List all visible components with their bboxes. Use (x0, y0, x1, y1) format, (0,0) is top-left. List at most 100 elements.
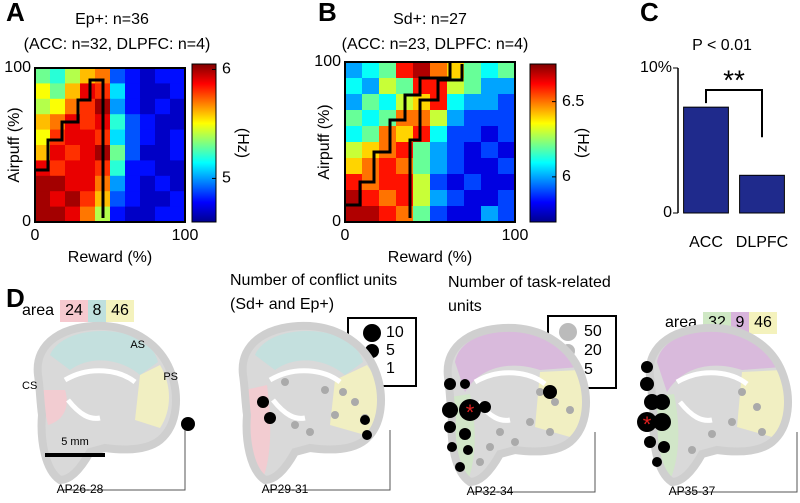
scale-label: 5 mm (61, 436, 89, 448)
heatmap-cell (345, 94, 363, 111)
heatmap-cell (362, 78, 380, 95)
task-dot (496, 428, 504, 436)
heatmap-cell (498, 110, 516, 127)
y-tick-label: 0 (22, 213, 31, 230)
heatmap-cell (140, 98, 156, 115)
y-axis-label: Airpuff (%) (6, 107, 23, 182)
legend-item: 1 (386, 360, 395, 377)
heatmap-cell (464, 158, 482, 175)
panel-label: D (6, 283, 25, 313)
chart-subtitle: (ACC: n=32, DLPFC: n=4) (24, 36, 211, 53)
x-tick-label: 100 (172, 227, 199, 244)
heatmap-cell (379, 190, 397, 207)
conflict-dot (543, 385, 557, 399)
area-swatch (106, 300, 134, 322)
heatmap-cell (447, 126, 465, 143)
landmark-label: AS (130, 339, 145, 351)
heatmap-cell (65, 83, 81, 100)
heatmap-cell (140, 68, 156, 84)
heatmap-cell (50, 145, 66, 161)
heatmap-cell (140, 191, 156, 208)
conflict-dot (658, 441, 670, 453)
significance-label: ** (723, 64, 745, 95)
colorbar (191, 63, 217, 223)
conflict-dot (459, 428, 471, 440)
heatmap-cell (125, 160, 141, 177)
area-swatch (88, 300, 106, 322)
task-dot (351, 398, 359, 406)
bar (683, 106, 729, 214)
highlight-star: * (466, 400, 475, 425)
heatmap-cell (155, 145, 171, 161)
heatmap-cell (498, 158, 516, 175)
conflict-dot (641, 361, 653, 373)
brain-area (255, 331, 363, 375)
significance-bracket (705, 89, 763, 138)
colorbar (529, 63, 557, 223)
heatmap-cell (170, 191, 186, 208)
heatmap-cell (481, 142, 499, 159)
heatmap-cell (481, 174, 499, 191)
heatmap-cell (80, 68, 96, 84)
x-tick-label: ACC (689, 234, 723, 251)
conflict-dot (442, 402, 458, 418)
heatmap-cell (430, 62, 448, 79)
heatmap-cell (155, 160, 171, 177)
heatmap-cell (447, 158, 465, 175)
task-dot (728, 418, 736, 426)
heatmap-cell (481, 126, 499, 143)
heatmap-cell (35, 145, 51, 161)
x-axis-label: Reward (%) (388, 249, 472, 266)
heatmap-cell (65, 191, 81, 208)
heatmap-cell (430, 94, 448, 111)
colorbar-tick-label: 5 (222, 170, 231, 187)
panel-label: A (6, 0, 25, 27)
conflict-dot (264, 412, 276, 424)
heatmap-cell (447, 142, 465, 159)
heatmap-cell (379, 174, 397, 191)
heatmap-cell (413, 78, 431, 95)
heatmap-cell (125, 68, 141, 84)
heatmap-cell (35, 98, 51, 115)
conflict-dot (463, 445, 473, 455)
heatmap-cell (155, 114, 171, 131)
heatmap-cell (140, 83, 156, 100)
heatmap-cell (65, 129, 81, 146)
heatmap-cell (447, 94, 465, 111)
task-dot (566, 406, 574, 414)
heatmap-cell (170, 68, 186, 84)
heatmap-cell (379, 78, 397, 95)
area-legend-title: area (22, 302, 54, 319)
heatmap-cell (110, 83, 126, 100)
landmark-label: PS (163, 371, 178, 383)
colorbar-tick-label: 6 (562, 168, 571, 185)
legend-item: 5 (584, 361, 593, 378)
brain-area (50, 331, 158, 375)
area-legend-item: 46 (111, 302, 129, 319)
heatmap-cell (110, 145, 126, 161)
landmark-label: CS (22, 380, 37, 392)
task-dot (281, 378, 289, 386)
heatmap-cell (498, 62, 516, 79)
heatmap-cell (447, 206, 465, 223)
heatmap-cell (140, 206, 156, 223)
heatmap-cell (379, 94, 397, 111)
heatmap-cell (110, 160, 126, 177)
heatmap-cell (125, 206, 141, 223)
heatmap-cell (379, 142, 397, 159)
heatmap-cell (447, 78, 465, 95)
chart-title: Sd+: n=27 (393, 11, 467, 28)
legend-title: Number of conflict units (230, 272, 397, 289)
heatmap-cell (170, 175, 186, 192)
heatmap-cell (155, 83, 171, 100)
heatmap-cell (345, 110, 363, 127)
heatmap-cell (170, 83, 186, 100)
conflict-dot (360, 415, 370, 425)
legend-dot (363, 324, 381, 342)
heatmap-cell (50, 129, 66, 146)
area-legend-item: 46 (754, 314, 772, 331)
heatmap-cell (50, 175, 66, 192)
heatmap-cell (80, 114, 96, 131)
brain-section: * AP35-37 (637, 328, 798, 498)
legend-item: 20 (584, 342, 602, 359)
